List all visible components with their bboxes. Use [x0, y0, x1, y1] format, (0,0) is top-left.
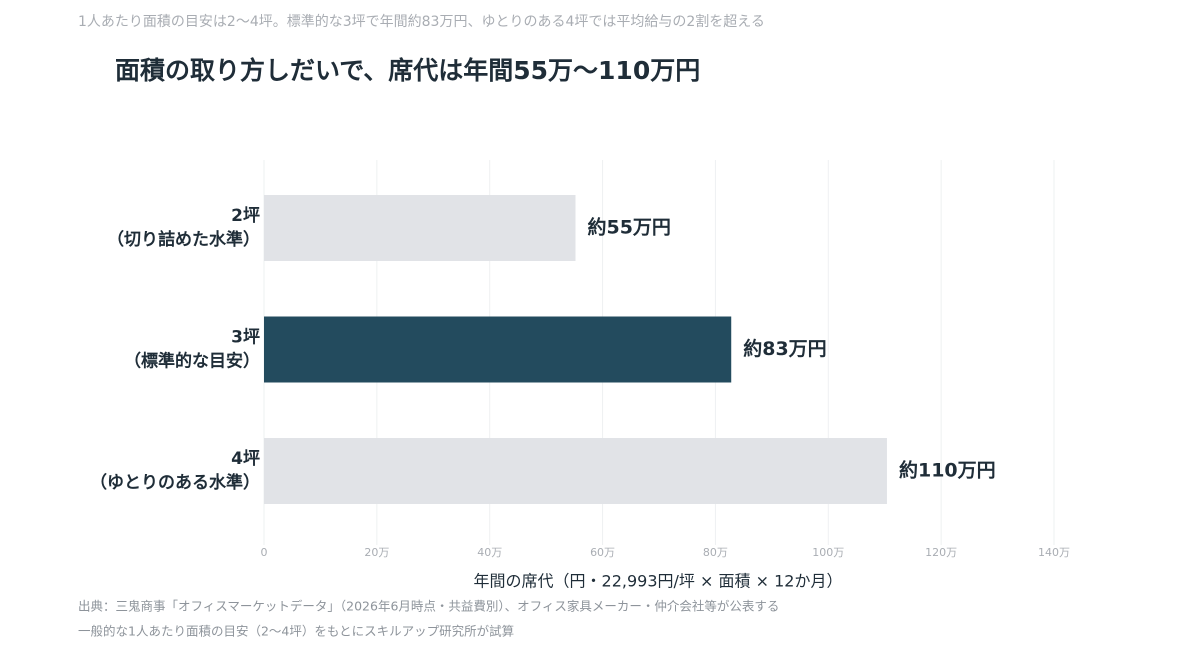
y-tick-label: 2坪 [231, 206, 260, 226]
x-tick-label: 20万 [364, 546, 389, 559]
x-tick-label: 0 [261, 546, 268, 559]
x-tick-label: 60万 [590, 546, 615, 559]
value-label: 約83万円 [743, 337, 826, 360]
value-label: 約110万円 [899, 459, 996, 482]
x-tick-label: 140万 [1038, 546, 1070, 559]
x-tick-label: 80万 [703, 546, 728, 559]
chart-title: 面積の取り方しだいで、席代は年間55万〜110万円 [115, 56, 700, 85]
bar [264, 195, 576, 261]
value-label: 約55万円 [587, 216, 670, 239]
x-tick-label: 40万 [477, 546, 502, 559]
bar [264, 438, 887, 504]
source-note: 出典：三鬼商事「オフィスマーケットデータ」（2026年6月時点・共益費別）、オフ… [78, 599, 779, 614]
y-tick-label: 3坪 [231, 328, 260, 348]
x-tick-label: 120万 [925, 546, 957, 559]
y-tick-label: （標準的な目安） [124, 351, 260, 372]
x-tick-label: 100万 [812, 546, 844, 559]
source-note: 一般的な1人あたり面積の目安（2〜4坪）をもとにスキルアップ研究所が試算 [78, 624, 514, 639]
bar [264, 316, 732, 383]
y-tick-label: 4坪 [231, 449, 260, 469]
chart-subtitle: 1人あたり面積の目安は2〜4坪。標準的な3坪で年間約83万円、ゆとりのある4坪で… [78, 13, 765, 30]
y-tick-label: （ゆとりのある水準） [90, 472, 260, 493]
x-axis-label: 年間の席代（円・22,993円/坪 × 面積 × 12か月） [474, 572, 843, 591]
y-tick-label: （切り詰めた水準） [107, 229, 260, 250]
